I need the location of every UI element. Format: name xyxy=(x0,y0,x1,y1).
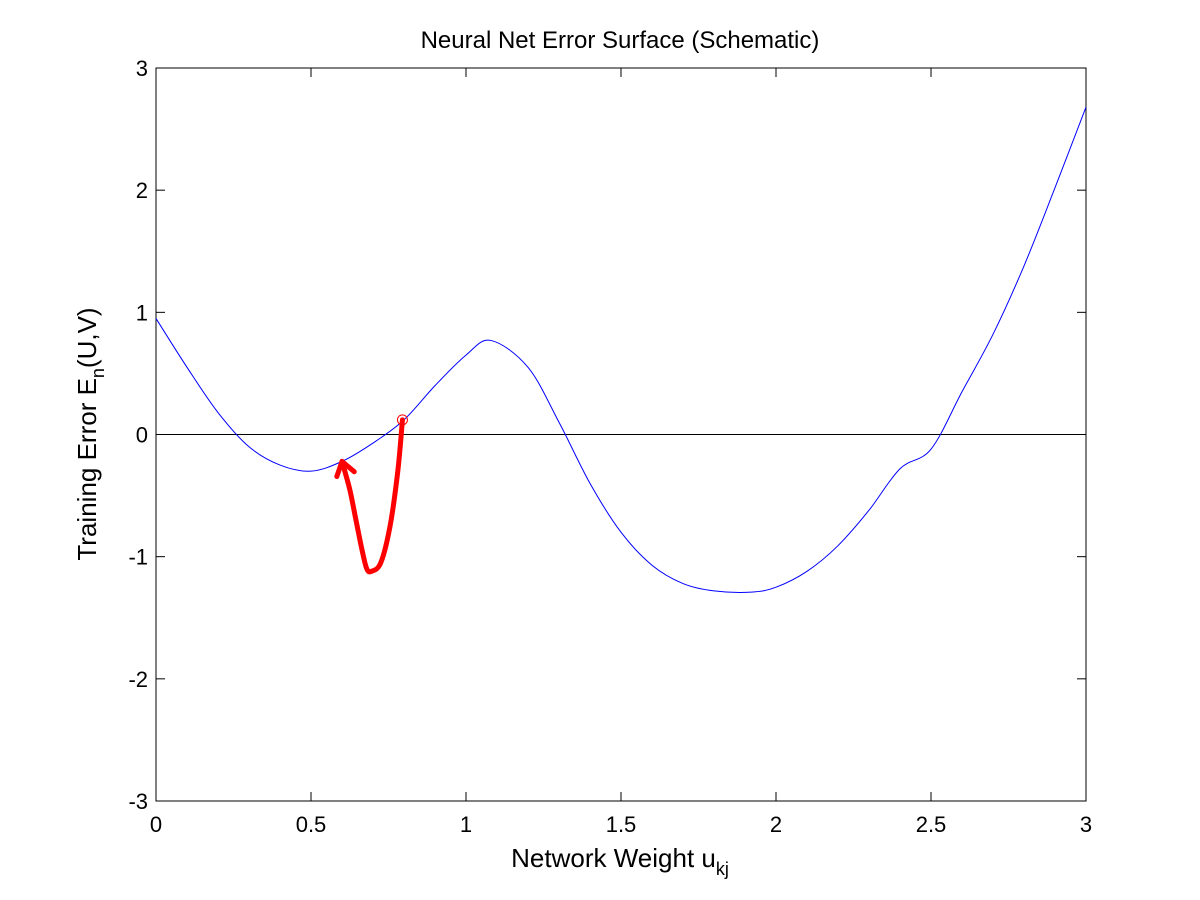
y-axis-label-pre: Training Error E xyxy=(72,378,102,561)
arrow-path xyxy=(339,417,405,575)
y-tick-label: 0 xyxy=(136,423,148,448)
series-layer xyxy=(155,106,1087,593)
y-tick-label: -3 xyxy=(128,789,148,814)
y-axis-label-subscript: n xyxy=(88,368,108,378)
x-axis-label-main: Network Weight u xyxy=(511,843,716,873)
ticks: 0 0.5 1 1.5 2 2.5 3 -3 -2 -1 0 1 2 3 xyxy=(128,56,1092,837)
x-tick-label: 1 xyxy=(460,812,472,837)
x-tick-label: 0.5 xyxy=(296,812,327,837)
y-tick-label: 1 xyxy=(136,300,148,325)
x-tick-label: 2 xyxy=(770,812,782,837)
x-tick-label: 1.5 xyxy=(606,812,637,837)
y-tick-label: -2 xyxy=(128,667,148,692)
start-point-marker xyxy=(396,414,408,426)
x-tick-label: 0 xyxy=(150,812,162,837)
y-tick-label: 2 xyxy=(136,178,148,203)
y-tick-label: 3 xyxy=(136,56,148,81)
chart-title: Neural Net Error Surface (Schematic) xyxy=(421,27,820,54)
y-axis-label: Training Error En(U,V) xyxy=(72,307,108,560)
x-tick-label: 2.5 xyxy=(916,812,947,837)
x-axis-label-subscript: kj xyxy=(716,859,729,879)
y-axis-label-post: (U,V) xyxy=(72,307,102,368)
error-curve xyxy=(155,106,1087,593)
y-tick-label: -1 xyxy=(128,545,148,570)
arrow-head xyxy=(334,458,357,480)
x-axis-label: Network Weight ukj xyxy=(511,843,729,879)
x-tick-label: 3 xyxy=(1080,812,1092,837)
